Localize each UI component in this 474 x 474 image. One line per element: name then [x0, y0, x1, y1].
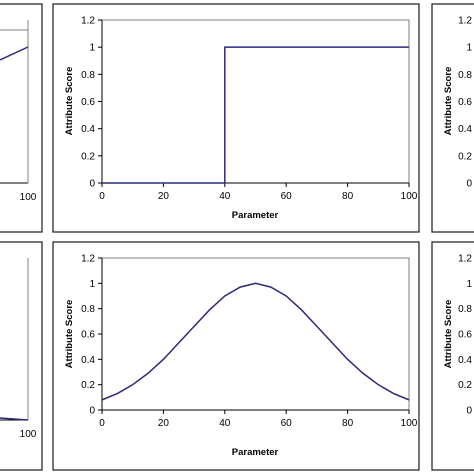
panel-frame	[431, 241, 474, 471]
y-axis-label: Attribute Score	[443, 300, 454, 369]
x-tick-label: 100	[20, 192, 37, 203]
y-axis-label: Attribute Score	[64, 300, 75, 369]
x-tick-label: 40	[219, 191, 231, 202]
y-tick-label: 1	[466, 279, 472, 290]
series-line	[0, 417, 29, 421]
y-tick-label: 1	[89, 279, 95, 290]
y-tick-label: 1.2	[458, 254, 472, 265]
y-tick-label: 0.8	[81, 70, 95, 81]
x-axis-label: Parameter	[232, 447, 279, 458]
y-tick-label: 0.8	[81, 304, 95, 315]
y-tick-label: 0.6	[81, 97, 95, 108]
y-tick-label: 1	[466, 43, 472, 54]
y-tick-label: 0.8	[458, 70, 472, 81]
panel-bottom-middle: 0 0.2 0.4 0.6 0.8 1 1.2 0 20 40 60 80 100 Attribute…	[52, 241, 420, 471]
panel-frame	[0, 3, 43, 233]
panel-top-middle: 0 0.2 0.4 0.6 0.8 1 1.2 0 20 40 60 80 100 Attribute…	[52, 3, 420, 233]
y-tick-label: 0.2	[458, 151, 472, 162]
x-tick-label: 60	[281, 418, 293, 429]
y-tick-label: 1.2	[81, 254, 95, 265]
y-tick-label: 0.6	[458, 97, 472, 108]
panel-bottom-left: 100	[0, 241, 43, 471]
y-tick-label: 0.8	[458, 304, 472, 315]
x-tick-label: 100	[401, 191, 418, 202]
y-tick-label: 0.4	[458, 355, 472, 366]
x-tick-label: 80	[342, 191, 354, 202]
panel-frame	[0, 241, 43, 471]
y-tick-label: 0.4	[81, 124, 95, 135]
x-tick-label: 60	[281, 191, 293, 202]
y-tick-label: 0	[466, 406, 472, 417]
y-axis-label: Attribute Score	[64, 67, 75, 136]
y-tick-label: 0	[466, 179, 472, 190]
y-tick-label: 0.2	[458, 380, 472, 391]
x-tick-label: 20	[158, 191, 170, 202]
y-axis-label: Attribute Score	[443, 67, 454, 136]
x-tick-label: 100	[20, 429, 37, 440]
plot-area	[101, 257, 410, 411]
x-tick-label: 0	[99, 418, 105, 429]
y-tick-label: 0	[89, 179, 95, 190]
x-tick-label: 80	[342, 418, 354, 429]
x-tick-label: 20	[158, 418, 170, 429]
y-tick-label: 0.6	[458, 330, 472, 341]
panel-frame	[431, 3, 474, 233]
panel-bottom-right: 0 0.2 0.4 0.6 0.8 1 1.2 Attribute Score	[431, 241, 474, 471]
y-tick-label: 0.2	[81, 151, 95, 162]
y-tick-label: 1.2	[81, 16, 95, 27]
y-tick-label: 0.2	[81, 380, 95, 391]
x-tick-label: 40	[219, 418, 231, 429]
series-line	[0, 46, 29, 61]
series-line	[102, 46, 409, 184]
x-tick-label: 100	[401, 418, 418, 429]
y-tick-label: 1	[89, 43, 95, 54]
y-tick-label: 0	[89, 406, 95, 417]
x-axis-label: Parameter	[232, 210, 279, 221]
panel-top-right: 0 0.2 0.4 0.6 0.8 1 1.2 Attribute Score	[431, 3, 474, 233]
x-tick-label: 0	[99, 191, 105, 202]
y-tick-label: 1.2	[458, 16, 472, 27]
series-line	[101, 282, 410, 401]
y-tick-label: 0.4	[458, 124, 472, 135]
y-tick-label: 0.4	[81, 355, 95, 366]
y-tick-label: 0.6	[81, 330, 95, 341]
panel-top-left: 100	[0, 3, 43, 233]
plot-area	[101, 19, 410, 184]
